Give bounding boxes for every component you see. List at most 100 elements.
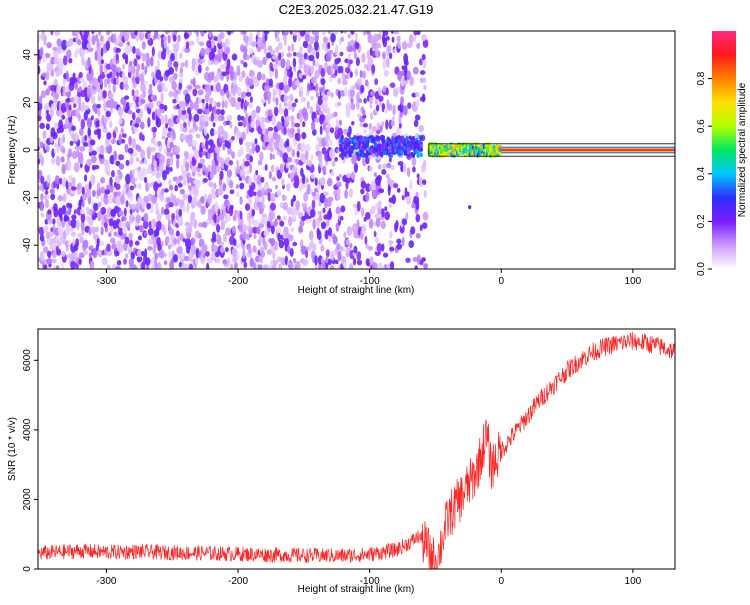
noise-blob bbox=[69, 140, 74, 146]
noise-blob bbox=[173, 31, 178, 36]
noise-blob bbox=[282, 201, 288, 211]
noise-blob bbox=[314, 69, 320, 79]
noise-blob bbox=[160, 206, 165, 216]
noise-blob bbox=[268, 78, 273, 87]
noise-blob bbox=[141, 201, 145, 210]
noise-blob bbox=[177, 215, 184, 227]
noise-blob bbox=[287, 45, 291, 53]
noise-blob bbox=[175, 41, 180, 52]
noise-blob bbox=[252, 245, 257, 253]
noise-blob bbox=[141, 167, 146, 177]
noise-blob bbox=[113, 231, 118, 237]
noise-blob bbox=[58, 177, 63, 185]
noise-blob bbox=[188, 173, 192, 178]
noise-blob bbox=[229, 189, 235, 195]
noise-blob bbox=[139, 121, 145, 130]
noise-blob bbox=[279, 138, 284, 148]
y-tick-label: 20 bbox=[22, 96, 33, 108]
noise-blob bbox=[276, 121, 282, 131]
noise-blob bbox=[314, 40, 319, 51]
noise-blob bbox=[158, 249, 165, 259]
noise-blob bbox=[256, 59, 263, 69]
noise-blob bbox=[226, 140, 232, 149]
noise-blob bbox=[198, 97, 202, 104]
noise-blob bbox=[373, 230, 377, 238]
noise-blob bbox=[156, 213, 163, 221]
noise-blob bbox=[227, 257, 231, 266]
noise-blob bbox=[217, 187, 224, 196]
noise-blob bbox=[86, 72, 92, 82]
noise-blob bbox=[248, 187, 254, 198]
noise-blob bbox=[51, 250, 57, 259]
noise-blob bbox=[75, 47, 80, 54]
noise-blob bbox=[65, 225, 70, 236]
noise-blob bbox=[128, 232, 133, 241]
noise-blob bbox=[137, 170, 143, 178]
noise-blob bbox=[329, 265, 335, 269]
noise-blob bbox=[77, 182, 82, 190]
noise-blob bbox=[226, 215, 231, 222]
noise-blob bbox=[134, 240, 140, 246]
noise-blob bbox=[327, 196, 334, 202]
noise-blob bbox=[180, 62, 186, 68]
noise-blob bbox=[359, 122, 363, 128]
noise-blob bbox=[268, 171, 273, 180]
noise-blob bbox=[316, 230, 322, 240]
noise-blob bbox=[124, 45, 130, 55]
noise-blob bbox=[177, 236, 181, 246]
noise-blob bbox=[384, 211, 391, 221]
noise-blob bbox=[256, 31, 261, 38]
noise-blob bbox=[179, 66, 184, 74]
noise-blob bbox=[295, 132, 301, 142]
noise-blob bbox=[327, 138, 333, 146]
noise-blob bbox=[360, 207, 365, 217]
noise-blob bbox=[100, 35, 104, 42]
noise-blob bbox=[144, 248, 148, 259]
noise-blob bbox=[146, 202, 152, 210]
noise-blob bbox=[115, 53, 119, 61]
noise-blob bbox=[83, 239, 89, 249]
noise-blob bbox=[62, 148, 66, 154]
noise-blob bbox=[281, 115, 285, 123]
noise-blob bbox=[252, 182, 256, 191]
noise-blob bbox=[356, 219, 360, 230]
noise-blob bbox=[213, 182, 217, 190]
noise-blob bbox=[277, 232, 281, 242]
noise-blob bbox=[238, 75, 243, 82]
noise-blob bbox=[371, 262, 378, 269]
noise-blob bbox=[324, 197, 329, 209]
noise-blob bbox=[338, 173, 342, 179]
noise-blob bbox=[201, 164, 207, 172]
noise-blob bbox=[283, 75, 287, 87]
noise-blob bbox=[45, 52, 51, 59]
noise-blob bbox=[390, 31, 395, 34]
noise-blob bbox=[367, 57, 374, 68]
noise-blob bbox=[298, 64, 304, 70]
noise-blob bbox=[70, 260, 77, 269]
noise-blob bbox=[409, 76, 414, 86]
noise-blob bbox=[121, 216, 127, 222]
noise-blob bbox=[403, 53, 409, 64]
noise-blob bbox=[77, 151, 84, 159]
noise-blob bbox=[123, 84, 130, 91]
noise-blob bbox=[99, 241, 105, 246]
noise-blob bbox=[118, 163, 125, 170]
noise-blob bbox=[106, 264, 111, 269]
noise-blob bbox=[152, 132, 156, 139]
noise-blob bbox=[260, 98, 266, 104]
noise-blob bbox=[269, 137, 274, 147]
noise-blob bbox=[261, 203, 266, 209]
noise-blob bbox=[132, 152, 138, 158]
noise-blob bbox=[178, 77, 184, 84]
noise-blob bbox=[296, 128, 301, 133]
noise-blob bbox=[61, 250, 66, 258]
noise-blob bbox=[274, 218, 278, 228]
noise-blob bbox=[93, 202, 99, 212]
noise-blob bbox=[257, 160, 263, 166]
noise-blob bbox=[377, 33, 382, 40]
noise-blob bbox=[338, 119, 343, 126]
spectrogram-image bbox=[38, 31, 675, 269]
noise-blob bbox=[299, 112, 303, 124]
noise-blob bbox=[376, 122, 381, 131]
